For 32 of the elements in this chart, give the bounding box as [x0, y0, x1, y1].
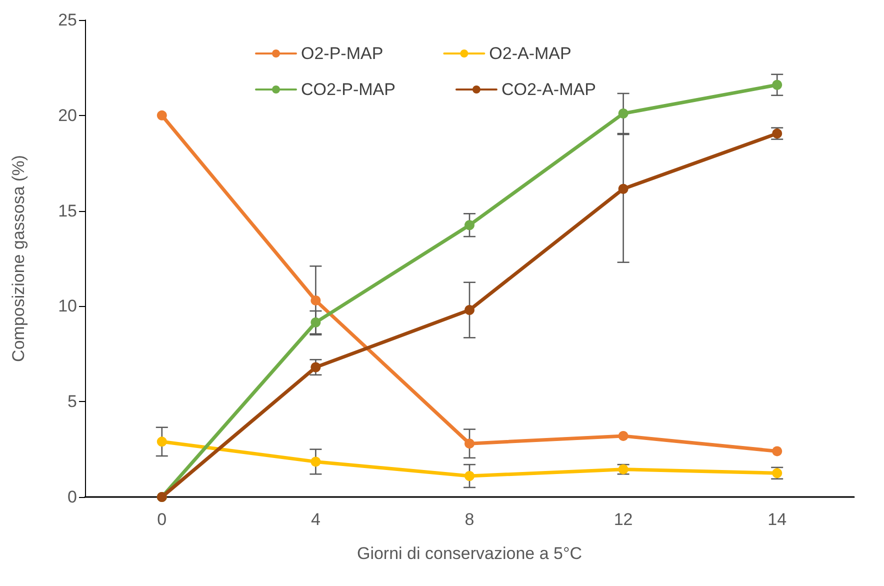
point — [464, 305, 474, 316]
y-tick-label: 5 — [68, 392, 77, 412]
point — [310, 362, 321, 372]
x-tick-label: 8 — [464, 510, 474, 529]
point — [310, 317, 321, 328]
legend-label: CO2-A-MAP — [501, 80, 596, 99]
point — [618, 184, 628, 194]
point — [618, 430, 628, 441]
x-tick-label: 14 — [768, 510, 787, 529]
y-tick-label: 15 — [58, 201, 77, 220]
y-axis-title: Composizione gassosa (%) — [9, 155, 28, 362]
y-tick-label: 0 — [68, 488, 77, 506]
point — [464, 220, 474, 230]
point — [464, 471, 474, 482]
point — [618, 108, 628, 118]
legend-label: CO2-P-MAP — [301, 80, 396, 99]
legend-label: O2-P-MAP — [301, 44, 384, 63]
point — [772, 80, 782, 90]
point — [464, 438, 474, 449]
point — [310, 456, 321, 467]
point — [156, 110, 167, 120]
x-axis-title: Giorni di conservazione a 5°C — [356, 544, 582, 563]
y-tick-label: 20 — [58, 106, 77, 125]
x-tick-label: 0 — [157, 510, 167, 529]
point — [156, 436, 167, 447]
y-tick-label: 10 — [58, 296, 77, 316]
legend-label: O2-A-MAP — [489, 44, 572, 63]
point — [772, 446, 782, 456]
y-tick-label: 25 — [58, 10, 77, 30]
x-tick-label: 4 — [310, 510, 320, 529]
x-tick-label: 12 — [614, 510, 633, 529]
point — [310, 295, 321, 306]
